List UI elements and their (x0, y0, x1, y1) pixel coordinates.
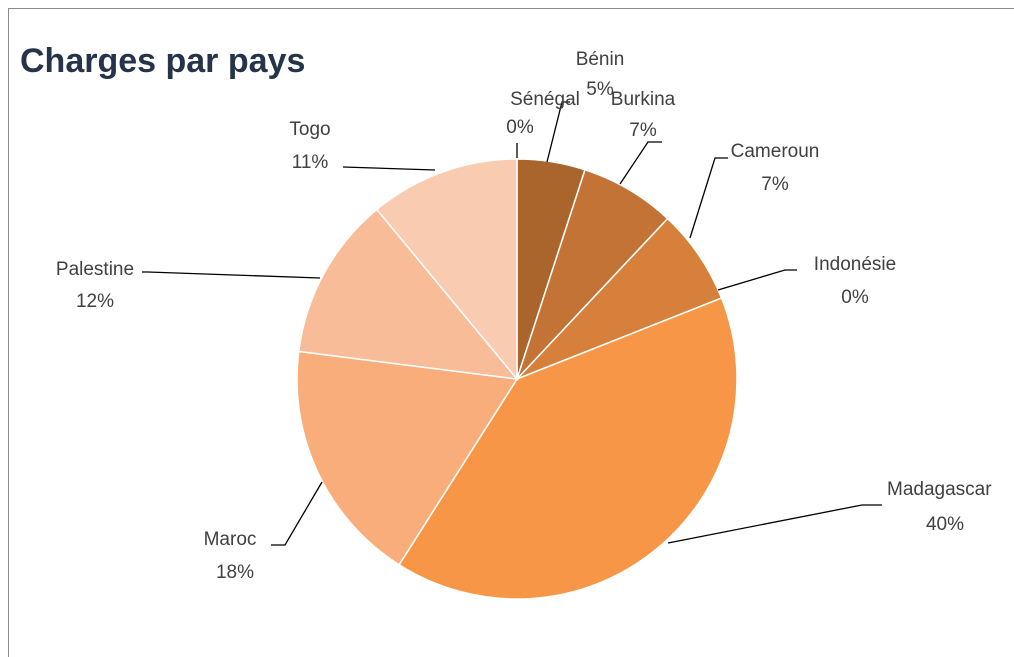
leader-line (546, 101, 570, 163)
slice-value-label: 5% (586, 79, 614, 100)
slice-value-label: 7% (761, 174, 789, 195)
slice-label: Palestine (56, 259, 134, 280)
leader-line (667, 504, 882, 544)
slice-label: Bénin (576, 49, 625, 70)
leader-line (689, 157, 728, 239)
leader-line (271, 481, 323, 546)
pie-slice (398, 297, 738, 600)
leader-line (717, 269, 797, 291)
slice-label: Sénégal (510, 89, 580, 110)
pie-slice (297, 208, 519, 380)
pie-slice (375, 158, 518, 382)
leader-line (619, 141, 662, 185)
slice-value-label: 11% (292, 152, 329, 173)
slice-label: Cameroun (731, 141, 820, 162)
slice-label: Madagascar (887, 479, 992, 500)
slice-label: Maroc (204, 529, 257, 550)
slice-label: Indonésie (814, 254, 896, 275)
slice-label: Togo (289, 119, 330, 140)
slice-value-label: 0% (841, 287, 869, 308)
pie-slice (296, 350, 519, 566)
leader-line (142, 271, 321, 279)
slice-value-label: 18% (216, 562, 254, 583)
slice-value-label: 40% (926, 514, 964, 535)
slice-value-label: 7% (629, 120, 657, 141)
slice-label: Burkina (611, 89, 676, 110)
leader-line (342, 166, 436, 171)
slice-value-label: 12% (76, 291, 114, 312)
slice-value-label: 0% (506, 117, 534, 138)
chart-title: Charges par pays (20, 42, 305, 80)
